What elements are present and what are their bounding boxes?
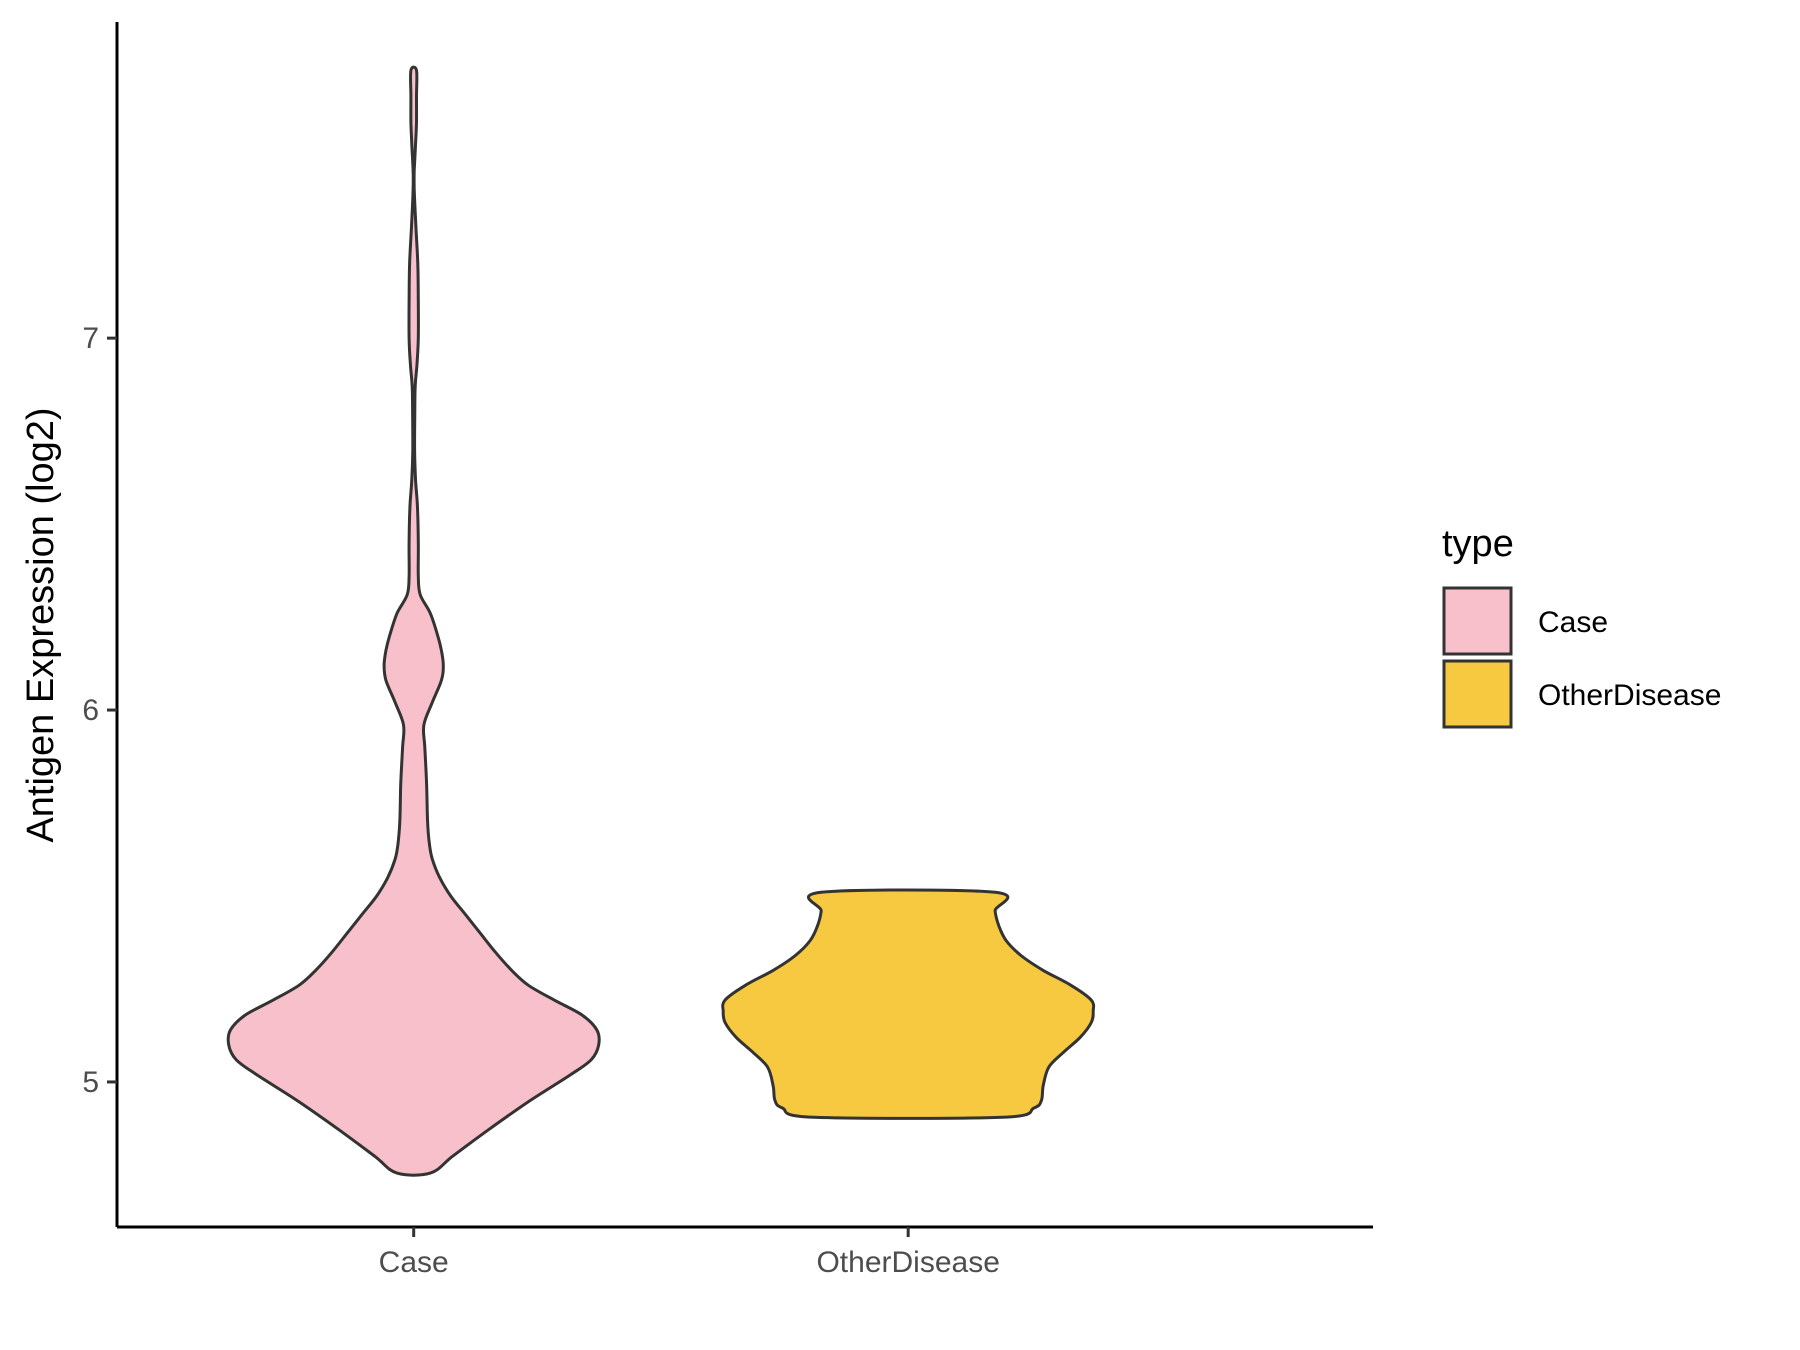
- legend-label: OtherDisease: [1538, 679, 1721, 712]
- legend-swatch: [1442, 659, 1513, 729]
- y-ticks: 5 6 7: [82, 322, 117, 1099]
- legend: type Case OtherDisease: [1442, 523, 1721, 729]
- x-ticks: Case OtherDisease: [379, 1227, 1000, 1279]
- y-tick-label: 7: [82, 322, 99, 355]
- plot-area: [226, 65, 1096, 1177]
- x-tick-label: OtherDisease: [816, 1246, 999, 1279]
- violin-case: [226, 65, 601, 1177]
- violin-otherdisease: [721, 888, 1096, 1120]
- y-tick-label: 6: [82, 694, 99, 727]
- legend-label: Case: [1538, 606, 1608, 639]
- legend-swatch: [1442, 586, 1513, 656]
- y-tick-label: 5: [82, 1066, 99, 1099]
- x-tick-label: Case: [379, 1246, 449, 1279]
- y-axis-title: Antigen Expression (log2): [20, 407, 62, 842]
- legend-title: type: [1442, 523, 1514, 565]
